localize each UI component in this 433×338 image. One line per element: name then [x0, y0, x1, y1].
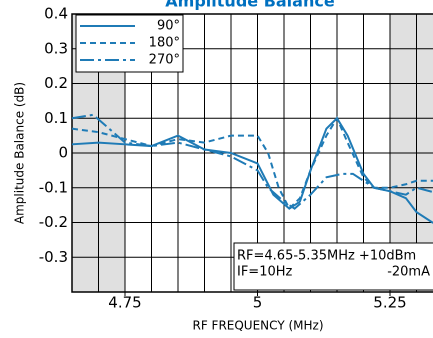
data-line: [71, 116, 433, 211]
x-tick-label: 4.75: [108, 294, 141, 312]
plot-border: [71, 13, 433, 293]
annotation-box: [233, 242, 433, 291]
y-tick-label: -0.1: [39, 178, 68, 196]
y-tick-label: -0.3: [39, 248, 68, 266]
y-tick-label: 0.2: [44, 74, 68, 92]
legend-label: 90°: [157, 19, 180, 34]
data-line: [71, 113, 433, 210]
y-axis-label: Amplitude Balance (dB): [13, 82, 27, 224]
x-tick-label: 5: [253, 294, 263, 312]
y-tick-label: 0.3: [44, 39, 68, 57]
x-axis-label: RF FREQUENCY (MHz): [192, 319, 323, 333]
annotation: RF=4.65-5.35MHz +10dBm: [237, 249, 416, 264]
annotation: -20mA: [387, 265, 430, 280]
y-tick-label: 0: [58, 144, 68, 162]
y-tick-label: -0.2: [39, 213, 68, 231]
y-tick-label: 0.1: [44, 109, 68, 127]
legend-label: 270°: [149, 53, 180, 68]
chart-title: Amplitude Balance: [165, 0, 335, 11]
y-tick-label: 0.4: [44, 5, 68, 23]
data-line: [71, 116, 433, 224]
x-tick-label: 5.25: [373, 294, 406, 312]
legend-label: 180°: [149, 36, 180, 51]
annotation: IF=10Hz: [237, 265, 293, 280]
